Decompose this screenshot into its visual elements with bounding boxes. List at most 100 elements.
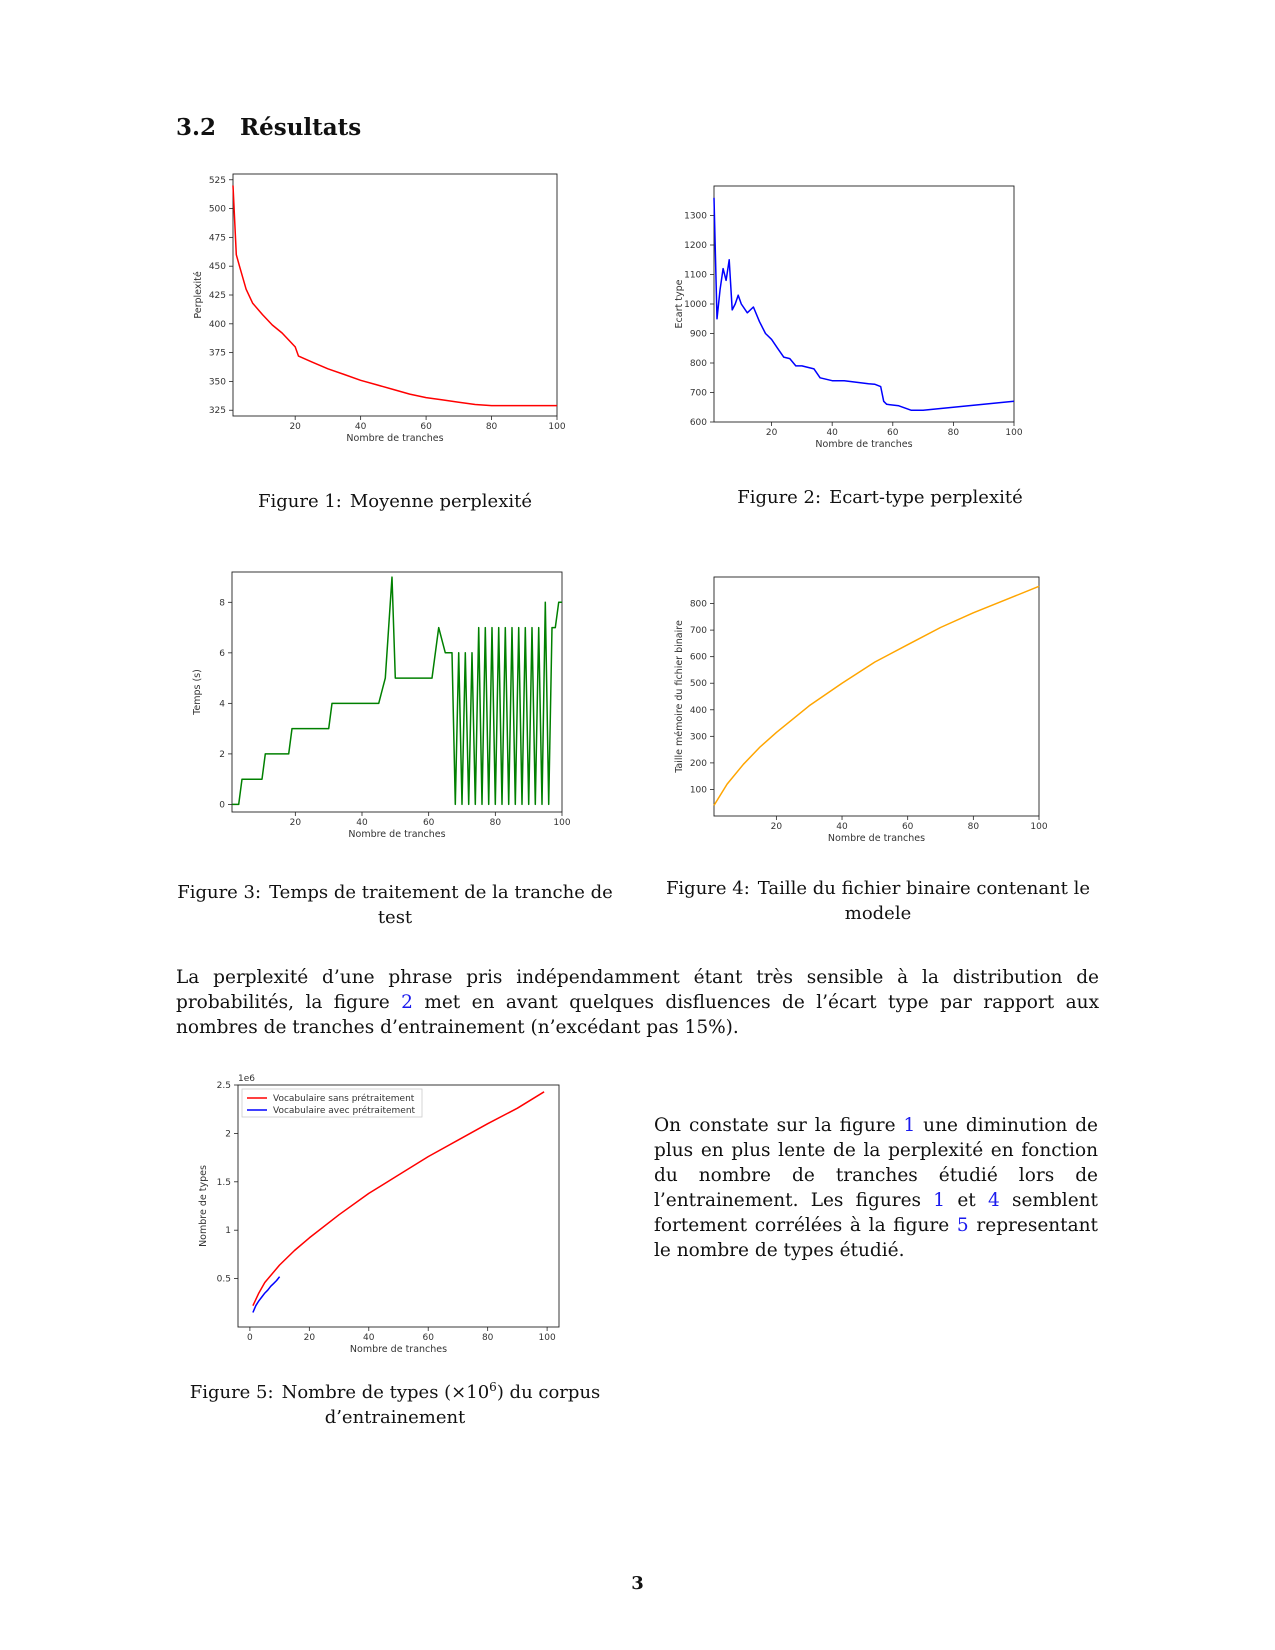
chart-fig2: 20 40 60 80 100 600 700 800 900 1000 1100 1200 1300 N… <box>674 185 1023 450</box>
x-tick-label: 20 <box>289 422 301 432</box>
caption-text: Ecart-type perplexité <box>829 487 1023 508</box>
x-axis-label: Nombre de tranches <box>815 439 912 450</box>
legend-entry: Vocabulaire sans prétraitement <box>273 1093 415 1104</box>
figure-ref-link[interactable]: 1 <box>903 1115 916 1136</box>
caption-label: Figure 5: <box>189 1382 274 1403</box>
caption-fig4: Figure 4: Taille du fichier binaire conte… <box>648 876 1108 926</box>
figure-1: 20 40 60 80 100 325 350 375 400 425 450 475 500 525 No… <box>193 172 585 472</box>
figure-5: 0 20 40 60 80 100 0.5 1 1.5 2 2.5 Nombre de tranche… <box>198 1065 600 1360</box>
paragraph-text: met en avant quelques disfluences de l’é… <box>176 992 1100 1038</box>
chart-fig4: 20 40 60 80 100 100 200 300 400 500 600 700 800 Nombr… <box>674 576 1048 844</box>
plot-frame <box>231 571 563 813</box>
y-tick-label: 1.5 <box>217 1178 231 1188</box>
y-tick-label: 600 <box>690 653 707 663</box>
y-tick-label: 0 <box>219 800 225 810</box>
figure-ref-link[interactable]: 2 <box>401 992 413 1013</box>
paragraph-text: La perplexité d’une phrase pris indépend… <box>176 967 1099 1013</box>
caption-fig2: Figure 2: Ecart-type perplexité <box>710 485 1050 510</box>
series-line-1 <box>232 185 557 407</box>
y-tick-label: 325 <box>209 406 226 416</box>
y-tick-label: 350 <box>209 377 226 387</box>
y-tick-label: 600 <box>690 418 707 428</box>
x-tick-label: 100 <box>1005 428 1022 438</box>
x-tick-label: 80 <box>948 428 960 438</box>
x-tick-label: 100 <box>539 1333 556 1343</box>
y-tick-label: 100 <box>690 785 707 795</box>
y-axis-label: Ecart type <box>674 279 685 328</box>
plot-frame <box>232 173 558 417</box>
figure-ref-link[interactable]: 5 <box>956 1215 969 1236</box>
y-tick-label: 8 <box>219 598 225 608</box>
caption-fig1: Figure 1: Moyenne perplexité <box>230 489 560 514</box>
x-tick-label: 60 <box>887 428 899 438</box>
plot-frame <box>237 1084 560 1328</box>
legend-box <box>241 1088 423 1118</box>
x-tick-label: 0 <box>247 1333 253 1343</box>
y-axis-label: Taille mémoire du fichier binaire <box>674 620 685 774</box>
x-axis-label: Nombre de tranches <box>346 433 443 444</box>
caption-fig5: Figure 5: Nombre de types (×106) du corpu… <box>180 1375 610 1430</box>
paragraph-text: representant le nombre de types étudié. <box>654 1215 1098 1261</box>
section-title: Résultats <box>240 114 362 141</box>
y-axis-label: Perplexité <box>193 271 204 318</box>
caption-label: Figure 2: <box>737 487 822 508</box>
y-tick-label: 500 <box>209 205 226 215</box>
caption-label: Figure 1: <box>257 491 342 512</box>
caption-label: Figure 3: <box>177 882 262 903</box>
chart-fig3: 20 40 60 80 100 0 2 4 6 8 Nombre de tranches Temps … <box>192 571 571 840</box>
section-number: 3.2 <box>176 114 217 141</box>
caption-text: Moyenne perplexité <box>349 491 532 512</box>
x-tick-label: 80 <box>486 422 498 432</box>
x-axis-label: Nombre de tranches <box>348 829 445 840</box>
y-tick-label: 1300 <box>684 212 707 222</box>
y-tick-label: 700 <box>690 626 707 636</box>
y-tick-label: 525 <box>209 176 226 186</box>
x-tick-label: 60 <box>422 1333 434 1343</box>
body-paragraph-1: La perplexité d’une phrase pris indépend… <box>176 965 1099 1040</box>
y-tick-label: 2 <box>219 750 225 760</box>
y-tick-label: 6 <box>219 649 225 659</box>
y-axis-label: Temps (s) <box>192 669 203 716</box>
x-tick-label: 100 <box>553 818 570 828</box>
x-tick-label: 40 <box>826 428 838 438</box>
caption-text: Taille du fichier binaire contenant le m… <box>757 878 1091 924</box>
paragraph-text: semblent fortement corrélées à la figure <box>654 1190 1098 1236</box>
caption-label: Figure 4: <box>665 878 750 899</box>
x-tick-label: 20 <box>290 818 302 828</box>
y-tick-label: 450 <box>209 262 226 272</box>
plot-frame <box>713 576 1040 817</box>
y-tick-label: 4 <box>219 699 225 709</box>
x-tick-label: 60 <box>902 822 914 832</box>
caption-superscript: 6 <box>489 1380 497 1394</box>
caption-text: Nombre de types (×106) du corpus d’entra… <box>282 1380 601 1428</box>
series-line-2 <box>252 1276 281 1313</box>
y-tick-label: 1000 <box>684 300 707 310</box>
y-tick-label: 2 <box>225 1129 231 1139</box>
y-tick-label: 400 <box>209 320 226 330</box>
series-line-1 <box>713 197 1015 411</box>
figure-ref-link[interactable]: 1 <box>933 1190 946 1211</box>
y-tick-label: 425 <box>209 291 226 301</box>
caption-text: Temps de traitement de la tranche de tes… <box>269 882 613 928</box>
x-axis-label: Nombre de tranches <box>350 1344 447 1355</box>
y-tick-label: 0.5 <box>217 1275 231 1285</box>
y-tick-label: 1200 <box>684 241 707 251</box>
y-tick-label: 900 <box>690 330 707 340</box>
x-tick-label: 100 <box>1030 822 1047 832</box>
x-tick-label: 60 <box>423 818 435 828</box>
y-tick-label: 375 <box>209 349 226 359</box>
y-tick-label: 800 <box>690 600 707 610</box>
figure-ref-link[interactable]: 4 <box>987 1190 1000 1211</box>
axis-scale-label: 1e6 <box>238 1074 255 1084</box>
x-axis-label: Nombre de tranches <box>828 833 925 844</box>
x-tick-label: 100 <box>548 422 565 432</box>
page-number: 3 <box>631 1573 644 1594</box>
y-tick-label: 500 <box>690 679 707 689</box>
x-tick-label: 80 <box>482 1333 494 1343</box>
caption-text-part: ) du corpus d’entrainement <box>324 1382 601 1428</box>
plot-frame <box>713 185 1015 423</box>
series-line-1 <box>232 576 562 806</box>
figure-2: 20 40 60 80 100 600 700 800 900 1000 1100 1200 1300 N… <box>674 184 1066 464</box>
x-tick-label: 60 <box>420 422 432 432</box>
y-tick-label: 700 <box>690 389 707 399</box>
